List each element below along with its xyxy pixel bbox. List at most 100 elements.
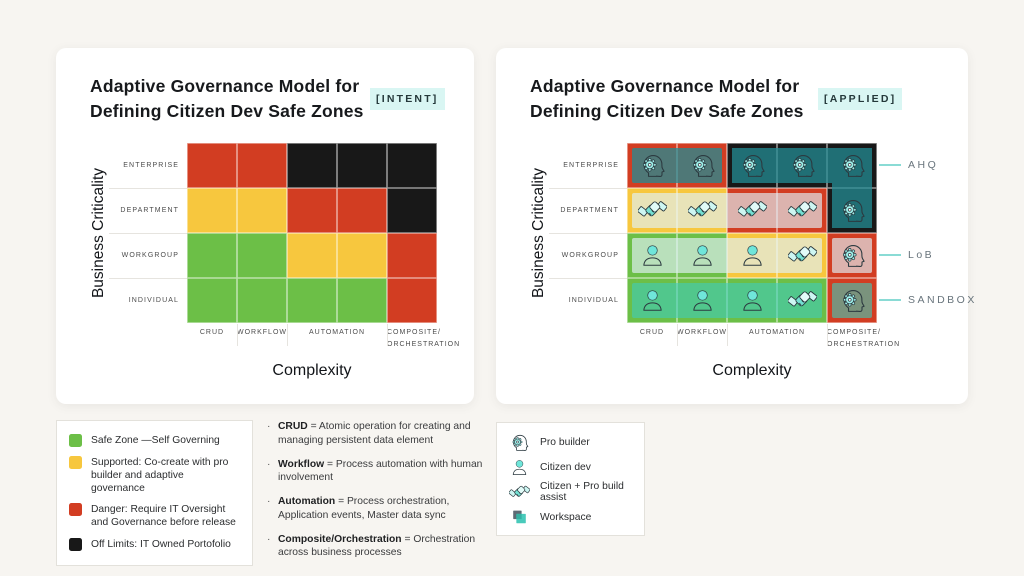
- bullet: ·: [267, 458, 271, 470]
- applied-title-line2: Defining Citizen Dev Safe Zones: [530, 101, 804, 121]
- handshake-icon: [787, 196, 817, 225]
- grid-cell: [287, 233, 337, 278]
- legend-swatch: [69, 434, 82, 447]
- grid-cell: [387, 233, 437, 278]
- intent-title-line2: Defining Citizen Dev Safe Zones: [90, 101, 364, 121]
- legend-item: Off Limits: IT Owned Portofolio: [69, 537, 240, 551]
- col-separator: [287, 324, 288, 346]
- legend-item: Safe Zone —Self Governing: [69, 434, 240, 447]
- row-label: INDIVIDUAL: [568, 297, 619, 304]
- zone-connector: [879, 299, 901, 301]
- row-label: ENTERPRISE: [563, 162, 619, 169]
- row-label: WORKGROUP: [121, 252, 179, 259]
- col-label: COMPOSITE/ORCHESTRATION: [387, 329, 461, 349]
- icon-legend-item: Workspace: [509, 507, 632, 528]
- pro-builder-icon: [838, 241, 867, 270]
- row-separator: [549, 232, 627, 234]
- grid-cell: [237, 143, 287, 188]
- grid-cell: [337, 278, 387, 323]
- col-label: COMPOSITE/ORCHESTRATION: [827, 329, 901, 349]
- legend-swatch: [69, 455, 82, 469]
- legend-item-label: Supported: Co-create with pro builder an…: [91, 456, 229, 494]
- zone-label: SANDBOX: [908, 294, 977, 306]
- workspace-icon: [509, 507, 530, 528]
- zone-label: LoB: [908, 249, 935, 261]
- legend-item: Danger: Require IT Oversight and Governa…: [69, 503, 240, 529]
- pro-builder-icon: [788, 151, 817, 180]
- col-label: AUTOMATION: [308, 329, 366, 336]
- grid-cell: [337, 188, 387, 233]
- grid-cell: [337, 143, 387, 188]
- bullet: ·: [267, 533, 271, 545]
- citizen-dev-icon: [638, 241, 667, 270]
- col-separator: [827, 324, 828, 346]
- grid-cell: [237, 278, 287, 323]
- col-separator: [237, 324, 238, 346]
- col-label: WORKFLOW: [677, 329, 727, 336]
- definition-item: · CRUD = Atomic operation for creating an…: [267, 420, 485, 447]
- grid-cell: [387, 278, 437, 323]
- applied-title: Adaptive Governance Model for Defining C…: [530, 74, 804, 124]
- applied-grid: Complexity ENTERPRISE DEPARTMENT WORKGROUP…: [549, 143, 974, 379]
- col-label: CRUD: [199, 329, 225, 336]
- y-axis-label: Business Criticality: [530, 167, 547, 299]
- legend-item-label: Danger: Require IT Oversight and Governa…: [91, 504, 236, 528]
- definition-item: · Automation = Process orchestration, App…: [267, 495, 485, 522]
- citizen-dev-icon: [638, 286, 667, 315]
- legend-item: Supported: Co-create with pro builder an…: [69, 455, 240, 495]
- handshake-icon: [737, 196, 767, 225]
- legend-swatch: [69, 503, 82, 516]
- icon-legend: Pro builder Citizen dev Citizen + Pro buil…: [496, 422, 645, 536]
- applied-badge: [APPLIED]: [818, 88, 903, 110]
- grid-cell: [337, 233, 387, 278]
- intent-title-line1: Adaptive Governance Model for: [90, 76, 360, 96]
- row-label: WORKGROUP: [561, 252, 619, 259]
- zone-color-legend: Safe Zone —Self Governing Supported: Co-c…: [56, 420, 253, 566]
- citizen-dev-icon: [688, 286, 717, 315]
- zone-label: AHQ: [908, 159, 939, 171]
- citizen-dev-icon: [738, 241, 767, 270]
- icon-legend-label: Citizen dev: [540, 461, 591, 473]
- row-separator: [109, 277, 187, 279]
- pro-builder-icon: [638, 151, 667, 180]
- grid-cell: [187, 188, 237, 233]
- handshake-icon: [787, 286, 817, 315]
- bullet: ·: [267, 496, 271, 507]
- definitions-list: · CRUD = Atomic operation for creating an…: [267, 420, 485, 570]
- grid-cell: [287, 143, 337, 188]
- definition-text: Workflow = Process automation with human…: [278, 458, 483, 484]
- definition-item: · Composite/Orchestration = Orchestration…: [267, 533, 485, 560]
- handshake-icon: [687, 196, 717, 225]
- pro-builder-icon: [738, 151, 767, 180]
- handshake-icon: [637, 196, 667, 225]
- grid-cell: [287, 278, 337, 323]
- row-label: INDIVIDUAL: [128, 297, 179, 304]
- grid-cell: [187, 278, 237, 323]
- definition-text: Automation = Process orchestration, Appl…: [278, 496, 450, 521]
- citizen-dev-icon: [688, 241, 717, 270]
- row-label: DEPARTMENT: [560, 207, 619, 214]
- grid-cell: [287, 188, 337, 233]
- legend-item-label: Safe Zone —Self Governing: [91, 435, 220, 446]
- icon-legend-label: Pro builder: [540, 437, 590, 448]
- pro-builder-icon: [509, 432, 530, 453]
- definition-text: CRUD = Atomic operation for creating and…: [278, 421, 471, 446]
- pro-builder-icon: [838, 286, 867, 315]
- row-label: DEPARTMENT: [120, 207, 179, 214]
- col-label: WORKFLOW: [237, 329, 287, 336]
- grid-cell: [187, 143, 237, 188]
- x-axis-label: Complexity: [272, 362, 352, 379]
- icon-legend-item: Citizen dev: [509, 457, 632, 478]
- col-separator: [727, 324, 728, 346]
- definition-text: Composite/Orchestration = Orchestration …: [278, 533, 476, 559]
- grid-cell: [187, 233, 237, 278]
- pro-builder-icon: [688, 151, 717, 180]
- row-separator: [549, 277, 627, 279]
- row-label: ENTERPRISE: [123, 162, 179, 169]
- citizen-dev-icon: [509, 457, 530, 478]
- definition-item: · Workflow = Process automation with huma…: [267, 458, 485, 485]
- icon-legend-item: Pro builder: [509, 432, 632, 453]
- applied-title-line1: Adaptive Governance Model for: [530, 76, 800, 96]
- pro-builder-icon: [838, 151, 867, 180]
